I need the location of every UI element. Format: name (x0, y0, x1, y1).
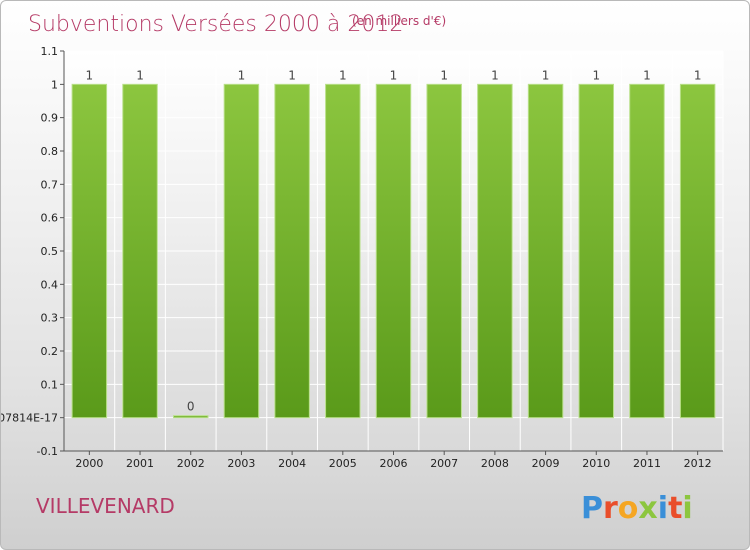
bar-2010 (578, 83, 615, 419)
y-tick-label: 1.1 (41, 45, 59, 58)
logo-letter: r (603, 491, 618, 526)
x-tick-label-2001: 2001 (126, 457, 154, 470)
data-label-2003: 1 (238, 68, 246, 82)
x-tick-label-2006: 2006 (380, 457, 408, 470)
data-label-2007: 1 (440, 68, 448, 82)
bar-2001 (122, 83, 158, 419)
x-tick-label-2008: 2008 (481, 457, 509, 470)
data-label-2012: 1 (694, 68, 702, 82)
logo-letter: o (618, 491, 639, 526)
bar-layer (71, 83, 716, 419)
data-label-2011: 1 (643, 68, 651, 82)
x-tick-label-2002: 2002 (177, 457, 205, 470)
bar-2003 (223, 83, 260, 419)
bar-2008 (477, 83, 513, 419)
x-tick-label-2010: 2010 (582, 457, 610, 470)
bar-2012 (679, 83, 716, 419)
y-tick-label: 0.5 (41, 245, 59, 258)
y-tick-label: 1.3877787807814E-17 (1, 412, 58, 425)
x-tick-label-2012: 2012 (684, 457, 712, 470)
chart-title: Subventions Versées 2000 à 2012 (28, 12, 403, 37)
logo-letter: P (581, 491, 603, 526)
chart-subtitle: (en milliers d'€) (352, 14, 446, 28)
logo-letter: t (668, 491, 682, 526)
x-tick-label-2009: 2009 (532, 457, 560, 470)
y-tick-label: 0.7 (41, 178, 59, 191)
data-label-2008: 1 (491, 68, 499, 82)
bar-2004 (274, 83, 310, 419)
x-tick-label-2011: 2011 (633, 457, 661, 470)
logo-letter: i (658, 491, 668, 526)
logo-letter: x (638, 491, 657, 526)
x-tick-label-2005: 2005 (329, 457, 357, 470)
data-label-2005: 1 (339, 68, 347, 82)
proxiti-logo: Proxiti (581, 491, 693, 526)
axis-layer: 1.1 1 0.9 0.8 0.7 0.6 0.5 0.4 0.3 0.2 0.1 1.3877787… (1, 45, 723, 470)
y-tick-label: -0.1 (37, 445, 58, 458)
data-label-2000: 1 (86, 68, 94, 82)
bar-2007 (426, 83, 462, 419)
data-label-2001: 1 (136, 68, 144, 82)
commune-name: VILLEVENARD (36, 494, 175, 518)
y-tick-label: 0.8 (41, 145, 59, 158)
bar-2006 (375, 83, 412, 419)
y-tick-label: 1 (51, 78, 58, 91)
bar-2005 (325, 83, 361, 419)
bar-2002 (172, 415, 209, 419)
y-tick-label: 0.6 (41, 212, 59, 225)
y-tick-label: 0.1 (41, 378, 59, 391)
data-label-2009: 1 (542, 68, 550, 82)
x-tick-label-2004: 2004 (278, 457, 306, 470)
y-tick-label: 0.3 (41, 312, 59, 325)
bar-2000 (71, 83, 108, 419)
data-label-2004: 1 (288, 68, 296, 82)
data-label-2006: 1 (390, 68, 398, 82)
logo-letter: i (682, 491, 692, 526)
x-tick-label-2000: 2000 (75, 457, 103, 470)
y-tick-label: 0.4 (41, 278, 59, 291)
label-layer: 1 1 0 1 1 1 1 1 1 1 1 1 1 (86, 68, 702, 413)
data-label-2010: 1 (592, 68, 600, 82)
y-tick-label: 0.9 (41, 112, 59, 125)
bar-2009 (527, 83, 564, 419)
y-tick-label: 0.2 (41, 345, 59, 358)
x-tick-label-2003: 2003 (227, 457, 255, 470)
x-tick-label-2007: 2007 (430, 457, 458, 470)
bar-2011 (629, 83, 665, 419)
data-label-2002: 0 (187, 400, 195, 414)
